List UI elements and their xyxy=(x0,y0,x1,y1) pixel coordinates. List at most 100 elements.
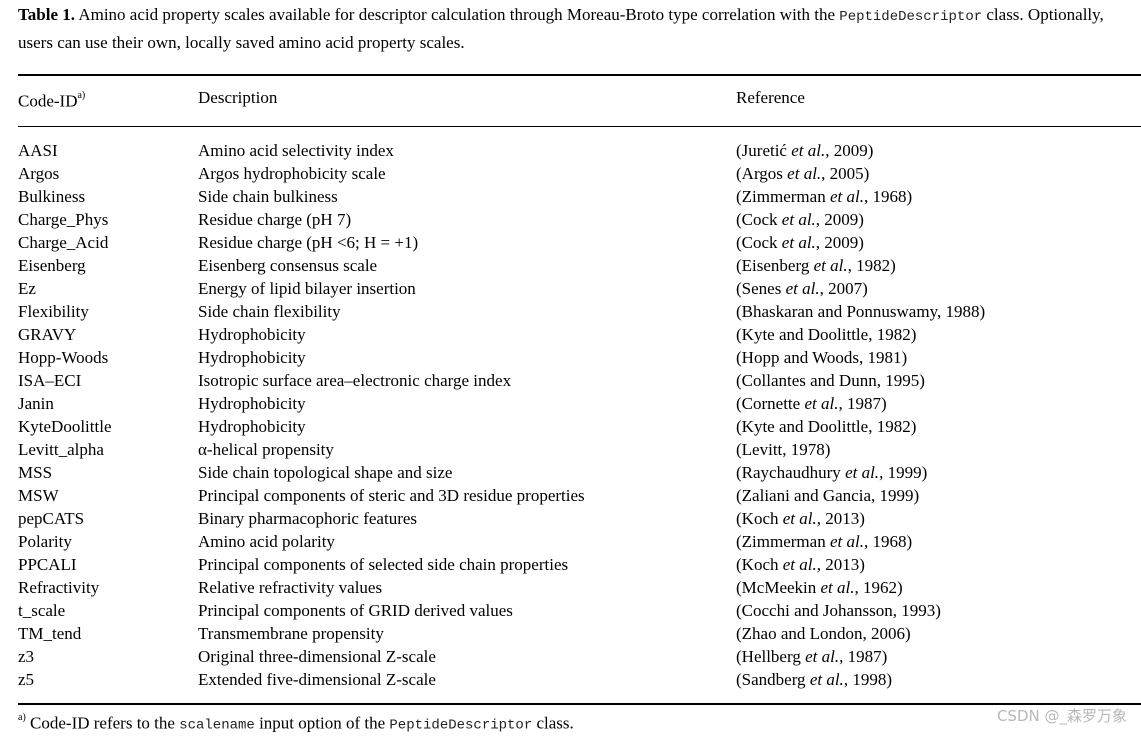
table-row: Argos Argos hydrophobicity scale (Argos et… xyxy=(0,162,1141,185)
table-header-rule xyxy=(18,126,1141,127)
cell-reference: (Argos et al., 2005) xyxy=(736,162,869,185)
cell-description: Relative refractivity values xyxy=(198,578,383,597)
cell-description: Residue charge (pH <6; H = +1) xyxy=(198,233,419,252)
reference-year: , 1962) xyxy=(854,578,903,597)
reference-year: , 2009) xyxy=(815,233,864,252)
reference-year: , 1968) xyxy=(863,532,913,551)
cell-reference: (Koch et al., 2013) xyxy=(736,553,865,576)
reference-authors: (Cock xyxy=(736,210,782,229)
table-row: Levitt_alpha α-helical propensity (Levitt,… xyxy=(0,438,1141,461)
csdn-watermark: CSDN @_森罗万象 xyxy=(996,707,1127,725)
table-row: Bulkiness Side chain bulkiness (Zimmerman … xyxy=(0,185,1141,208)
cell-description: Extended five-dimensional Z-scale xyxy=(198,670,436,689)
cell-code-id: Bulkiness xyxy=(18,187,86,206)
reference-et-al: et al. xyxy=(781,210,816,229)
reference-et-al: et al. xyxy=(782,555,817,574)
cell-reference: (Bhaskaran and Ponnuswamy, 1988) xyxy=(736,300,985,323)
reference-year: , 1999) xyxy=(879,463,928,482)
table-top-rule xyxy=(18,74,1141,76)
cell-reference: (Senes et al., 2007) xyxy=(736,277,868,300)
cell-code-id: Refractivity xyxy=(18,578,100,597)
cell-description: Binary pharmacophoric features xyxy=(198,509,418,528)
cell-reference: (Cornette et al., 1987) xyxy=(736,392,887,415)
cell-description: Hydrophobicity xyxy=(198,417,306,436)
table-row: t_scale Principal components of GRID deri… xyxy=(0,599,1141,622)
cell-code-id: z3 xyxy=(18,647,35,666)
reference-authors: (Sandberg xyxy=(736,670,810,689)
table-row: Hopp-Woods Hydrophobicity (Hopp and Woods,… xyxy=(0,346,1141,369)
reference-year: , 2009) xyxy=(815,210,864,229)
caption-label: Table 1. xyxy=(18,5,76,24)
reference-et-al: et al. xyxy=(813,256,848,275)
header-code-id: Code-IDa) xyxy=(18,88,85,112)
reference-year: , 1987) xyxy=(838,394,887,413)
header-code-id-text: Code-ID xyxy=(18,91,78,111)
table-row: TM_tend Transmembrane propensity (Zhao and… xyxy=(0,622,1141,645)
reference-et-al: et al. xyxy=(787,164,822,183)
reference-authors: (Cock xyxy=(736,233,782,252)
reference-authors: (Collantes and Dunn, 1995) xyxy=(736,371,925,390)
reference-authors: (Koch xyxy=(736,509,783,528)
reference-authors: (Levitt, 1978) xyxy=(736,440,831,459)
header-description: Description xyxy=(198,88,278,107)
cell-reference: (Cock et al., 2009) xyxy=(736,231,864,254)
table-row: z5 Extended five-dimensional Z-scale (Sand… xyxy=(0,668,1141,691)
cell-code-id: GRAVY xyxy=(18,325,77,344)
reference-et-al: et al. xyxy=(829,187,864,206)
table-footnote: a) Code-ID refers to the scalename input… xyxy=(18,709,574,737)
reference-et-al: et al. xyxy=(782,509,817,528)
cell-description: α-helical propensity xyxy=(198,440,334,459)
cell-reference: (Collantes and Dunn, 1995) xyxy=(736,369,925,392)
cell-reference: (Hopp and Woods, 1981) xyxy=(736,346,907,369)
cell-code-id: KyteDoolittle xyxy=(18,417,112,436)
cell-reference: (Kyte and Doolittle, 1982) xyxy=(736,323,916,346)
cell-reference: (Levitt, 1978) xyxy=(736,438,830,461)
reference-year: , 1987) xyxy=(839,647,888,666)
cell-description: Hydrophobicity xyxy=(198,348,306,367)
reference-authors: (Bhaskaran and Ponnuswamy, 1988) xyxy=(736,302,986,321)
caption-class-name: PeptideDescriptor xyxy=(839,9,983,25)
table-row: Polarity Amino acid polarity (Zimmerman et… xyxy=(0,530,1141,553)
footnote-text-before: Code-ID refers to the xyxy=(25,713,180,733)
reference-year: , 1968) xyxy=(863,187,913,206)
cell-code-id: Charge_Phys xyxy=(18,210,109,229)
reference-year: , 2009) xyxy=(825,141,874,160)
table-row: Eisenberg Eisenberg consensus scale (Eisen… xyxy=(0,254,1141,277)
reference-authors: (Hellberg xyxy=(736,647,806,666)
footnote-text-middle: input option of the xyxy=(254,713,390,733)
reference-year: , 2005) xyxy=(821,164,870,183)
reference-et-al: et al. xyxy=(820,578,855,597)
cell-code-id: Janin xyxy=(18,394,54,413)
cell-code-id: Argos xyxy=(18,164,60,183)
cell-code-id: Polarity xyxy=(18,532,72,551)
cell-code-id: t_scale xyxy=(18,601,66,620)
reference-authors: (Kyte and Doolittle, 1982) xyxy=(736,325,917,344)
cell-reference: (Raychaudhury et al., 1999) xyxy=(736,461,927,484)
cell-description: Argos hydrophobicity scale xyxy=(198,164,386,183)
reference-authors: (Cocchi and Johansson, 1993) xyxy=(736,601,941,620)
caption-text-before: Amino acid property scales available for… xyxy=(75,5,840,24)
cell-description: Principal components of GRID derived val… xyxy=(198,601,513,620)
reference-authors: (McMeekin xyxy=(736,578,821,597)
table-body: AASI Amino acid selectivity index (Juretić… xyxy=(0,139,1141,691)
cell-code-id: Eisenberg xyxy=(18,256,86,275)
reference-authors: (Argos xyxy=(736,164,788,183)
cell-code-id: MSS xyxy=(18,463,53,482)
cell-description: Side chain flexibility xyxy=(198,302,341,321)
cell-description: Transmembrane propensity xyxy=(198,624,384,643)
cell-reference: (Hellberg et al., 1987) xyxy=(736,645,887,668)
reference-et-al: et al. xyxy=(791,141,826,160)
table-row: PPCALI Principal components of selected s… xyxy=(0,553,1141,576)
cell-code-id: TM_tend xyxy=(18,624,82,643)
cell-reference: (Zimmerman et al., 1968) xyxy=(736,185,912,208)
reference-year: , 1982) xyxy=(847,256,896,275)
reference-et-al: et al. xyxy=(829,532,864,551)
cell-reference: (Zaliani and Gancia, 1999) xyxy=(736,484,919,507)
cell-code-id: z5 xyxy=(18,670,35,689)
cell-description: Eisenberg consensus scale xyxy=(198,256,378,275)
cell-description: Principal components of steric and 3D re… xyxy=(198,486,585,505)
table-row: MSS Side chain topological shape and size… xyxy=(0,461,1141,484)
cell-description: Isotropic surface area–electronic charge… xyxy=(198,371,512,390)
cell-description: Original three-dimensional Z-scale xyxy=(198,647,436,666)
table-row: Charge_Phys Residue charge (pH 7) (Cock et… xyxy=(0,208,1141,231)
